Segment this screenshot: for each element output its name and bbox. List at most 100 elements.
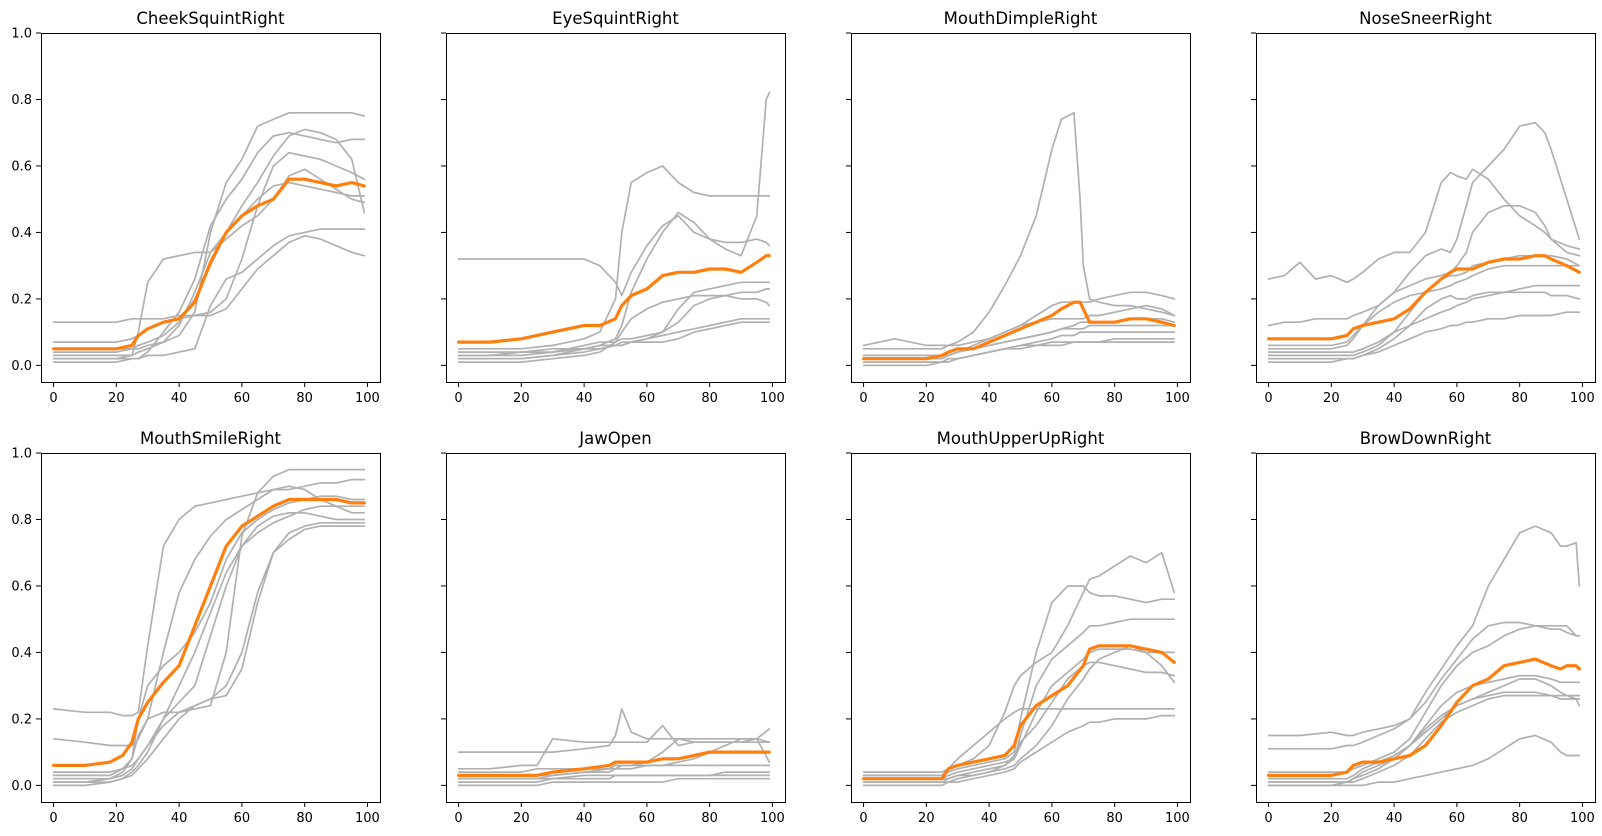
y-tick-label: 0.0 [11, 779, 32, 794]
trial-line [862, 317, 1176, 357]
panel-title: CheekSquintRight [136, 9, 285, 28]
x-tick-label: 20 [1323, 811, 1340, 826]
trial-line [457, 771, 771, 783]
x-tick-label: 40 [171, 811, 188, 826]
panel: EyeSquintRight 0 20 40 60 80 100 [441, 9, 786, 406]
x-tick-label: 60 [1044, 811, 1061, 826]
x-tick-label: 60 [639, 391, 656, 406]
trial-line [1267, 734, 1581, 787]
y-tick-label: 1.0 [11, 27, 32, 42]
panel: MouthDimpleRight 0 20 40 60 80 100 [846, 9, 1191, 406]
x-tick-label: 60 [234, 811, 251, 826]
mean-line [861, 300, 1176, 361]
x-tick-label: 20 [1323, 391, 1340, 406]
x-tick-label: 40 [1386, 811, 1403, 826]
trial-line [52, 228, 366, 360]
trial-line [52, 485, 366, 747]
trial-line [1267, 168, 1581, 284]
trial-line [52, 234, 366, 324]
trial-line [457, 214, 771, 297]
x-tick-label: 20 [513, 391, 530, 406]
trial-line [1267, 121, 1581, 327]
trial-line [1267, 694, 1581, 787]
y-tick-label: 0.4 [11, 226, 32, 241]
trial-line [457, 774, 771, 780]
x-tick-label: 40 [981, 811, 998, 826]
axes-frame [851, 33, 1191, 383]
x-tick-label: 0 [454, 391, 462, 406]
x-tick-label: 100 [760, 811, 785, 826]
panel-title: JawOpen [578, 429, 652, 448]
x-tick-label: 40 [1386, 391, 1403, 406]
trial-line [52, 511, 366, 787]
panel: CheekSquintRight 0 20 40 60 80 100 0.0 0.2 0.4 0.6… [11, 9, 381, 406]
axes-frame [446, 33, 786, 383]
panel-title: MouthSmileRight [140, 429, 282, 448]
trial-line [862, 644, 1176, 780]
trial-line [1267, 264, 1581, 347]
trial-line [862, 661, 1176, 783]
y-tick-label: 0.8 [11, 93, 32, 108]
x-tick-label: 80 [1511, 391, 1528, 406]
trial-line [52, 521, 366, 783]
x-tick-label: 40 [576, 391, 593, 406]
trial-line [457, 737, 771, 777]
panel-title: MouthDimpleRight [944, 9, 1098, 28]
trial-line [52, 505, 366, 773]
trial-line [52, 525, 366, 780]
x-tick-label: 60 [1449, 811, 1466, 826]
axes-frame [41, 453, 381, 803]
y-tick-label: 0.6 [11, 159, 32, 174]
axes-frame [851, 453, 1191, 803]
trial-line [1267, 291, 1581, 360]
y-tick-label: 0.6 [11, 579, 32, 594]
x-tick-label: 20 [108, 811, 125, 826]
y-tick-label: 1.0 [11, 447, 32, 462]
x-tick-label: 0 [49, 391, 57, 406]
mean-line [51, 177, 366, 351]
trial-line [52, 151, 366, 343]
trial-line [52, 181, 366, 357]
panel: JawOpen 0 20 40 60 80 100 [441, 429, 786, 826]
y-tick-label: 0.8 [11, 513, 32, 528]
x-tick-label: 80 [1106, 391, 1123, 406]
x-tick-label: 20 [918, 391, 935, 406]
trial-line [862, 551, 1176, 773]
x-tick-label: 100 [355, 811, 380, 826]
x-tick-label: 80 [296, 391, 313, 406]
panel: MouthSmileRight 0 20 40 60 80 100 0.0 0.2 0.4 0.6 0… [11, 429, 381, 826]
mean-line [457, 750, 771, 778]
x-tick-label: 0 [49, 811, 57, 826]
trial-line [862, 337, 1176, 367]
trial-line [457, 294, 771, 363]
panel: NoseSneerRight 0 20 40 60 80 100 [1251, 9, 1596, 406]
x-tick-label: 80 [701, 391, 718, 406]
trial-line [1267, 678, 1581, 783]
axes-frame [41, 33, 381, 383]
trial-line [1267, 525, 1581, 737]
y-tick-label: 0.0 [11, 359, 32, 374]
trial-line [457, 165, 771, 350]
trial-line [862, 618, 1176, 780]
y-tick-label: 0.4 [11, 646, 32, 661]
trial-line [1267, 284, 1581, 353]
mean-line [861, 644, 1176, 781]
x-tick-label: 0 [1264, 391, 1272, 406]
panel: BrowDownRight 0 20 40 60 80 100 [1251, 429, 1596, 826]
x-tick-label: 20 [513, 811, 530, 826]
x-tick-label: 40 [981, 391, 998, 406]
x-tick-label: 60 [639, 811, 656, 826]
panel: MouthUpperUpRight 0 20 40 60 80 100 [846, 429, 1191, 826]
panel-title: BrowDownRight [1360, 429, 1492, 448]
mean-line [51, 497, 366, 768]
x-tick-label: 40 [576, 811, 593, 826]
axes-frame [1256, 453, 1596, 803]
trial-line [52, 495, 366, 777]
trial-line [457, 764, 771, 773]
mean-line [1266, 657, 1581, 778]
trial-line [1267, 621, 1581, 750]
x-tick-label: 0 [454, 811, 462, 826]
x-tick-label: 0 [1264, 811, 1272, 826]
x-tick-label: 60 [1044, 391, 1061, 406]
